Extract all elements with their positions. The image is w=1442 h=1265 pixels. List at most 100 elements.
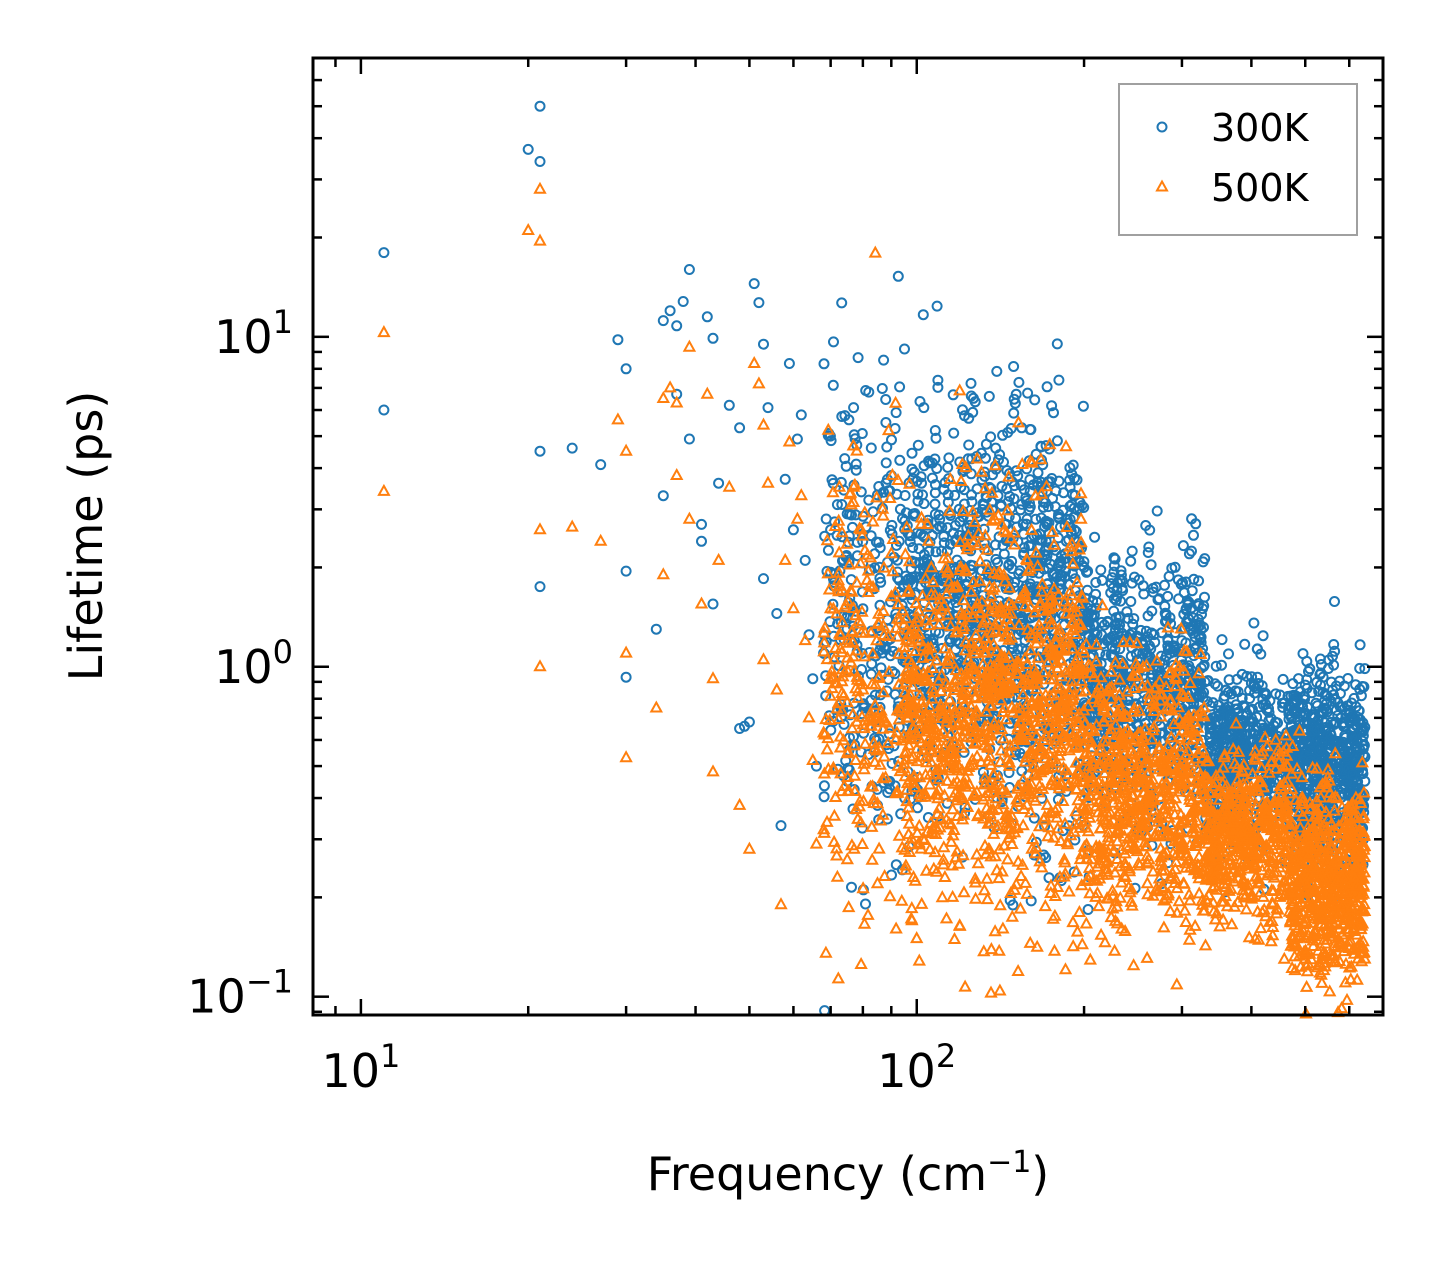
data-point <box>1277 673 1289 685</box>
data-point <box>1023 612 1035 624</box>
data-point <box>1130 698 1142 710</box>
data-point <box>1204 727 1216 739</box>
data-point <box>996 480 1008 492</box>
data-point <box>696 535 707 547</box>
data-point <box>762 402 774 414</box>
data-point <box>836 297 848 309</box>
data-point <box>1086 609 1098 621</box>
data-point <box>1260 689 1272 701</box>
data-point <box>1010 388 1022 400</box>
data-point <box>1096 574 1108 586</box>
data-point <box>1071 474 1083 486</box>
data-point <box>938 537 950 549</box>
data-point <box>894 381 906 393</box>
data-point <box>758 573 769 585</box>
data-point <box>1109 619 1121 631</box>
data-point <box>657 315 669 327</box>
data-point <box>1125 555 1137 567</box>
data-point <box>378 404 390 416</box>
data-point <box>912 488 924 500</box>
data-point <box>971 507 983 519</box>
data-point <box>904 536 916 548</box>
data-point <box>701 311 713 323</box>
data-point <box>957 404 968 416</box>
data-point <box>595 459 607 471</box>
data-point <box>1029 394 1041 406</box>
data-point <box>889 668 901 680</box>
data-point <box>1202 675 1213 687</box>
data-point <box>839 410 851 422</box>
data-point <box>799 554 811 566</box>
data-point <box>1244 721 1255 733</box>
data-point <box>824 430 836 442</box>
data-point <box>1024 501 1036 513</box>
data-point <box>1105 632 1117 644</box>
data-point <box>534 100 546 112</box>
data-point <box>944 538 956 550</box>
data-point <box>1152 594 1164 606</box>
data-point <box>884 783 896 795</box>
data-point <box>938 484 950 495</box>
data-point <box>880 457 892 469</box>
data-point <box>1143 541 1155 553</box>
data-point <box>844 508 855 520</box>
data-point <box>891 554 903 566</box>
data-point <box>906 447 918 459</box>
data-point <box>1193 575 1205 587</box>
data-point <box>857 603 869 615</box>
data-point <box>1188 698 1200 710</box>
data-point <box>783 358 795 369</box>
data-point <box>932 381 944 393</box>
data-point <box>848 402 860 414</box>
data-point <box>855 486 867 498</box>
data-point <box>1096 616 1108 628</box>
data-point <box>995 500 1007 512</box>
data-point <box>1237 736 1248 748</box>
data-point <box>1216 634 1228 646</box>
data-point <box>1008 407 1020 419</box>
data-point <box>994 449 1006 461</box>
data-point <box>1192 600 1204 612</box>
data-point <box>743 716 755 728</box>
data-point <box>1051 338 1063 350</box>
data-point <box>1037 459 1049 471</box>
data-point <box>875 576 887 588</box>
data-point <box>1151 505 1163 517</box>
data-point <box>1057 504 1069 516</box>
data-point <box>753 297 765 309</box>
data-point <box>1064 481 1076 493</box>
data-point <box>917 309 929 321</box>
data-point <box>852 352 864 364</box>
data-point <box>931 300 943 312</box>
data-point <box>840 460 852 472</box>
data-point <box>664 305 676 317</box>
data-point <box>966 489 977 501</box>
data-point <box>1114 574 1126 586</box>
data-point <box>913 543 925 555</box>
data-point <box>1082 565 1094 577</box>
data-point <box>1217 724 1229 736</box>
data-point <box>1147 582 1159 594</box>
data-point <box>1223 674 1235 686</box>
data-point <box>1095 564 1107 576</box>
data-point <box>880 394 892 405</box>
data-point <box>1178 608 1190 620</box>
data-point <box>1204 722 1216 734</box>
data-point <box>829 516 841 528</box>
data-point <box>839 453 851 465</box>
data-point <box>875 689 886 701</box>
data-point <box>1022 387 1034 399</box>
data-point <box>1126 545 1138 557</box>
data-point <box>1257 630 1269 642</box>
data-point <box>901 574 913 586</box>
data-point <box>1040 515 1052 527</box>
data-point <box>874 572 886 584</box>
data-point <box>620 363 632 375</box>
data-point <box>1024 474 1036 486</box>
data-point <box>620 565 632 577</box>
data-point <box>992 557 1003 568</box>
data-point <box>979 628 991 640</box>
data-point <box>1043 528 1055 539</box>
data-point <box>926 457 938 469</box>
data-point <box>1069 573 1081 585</box>
